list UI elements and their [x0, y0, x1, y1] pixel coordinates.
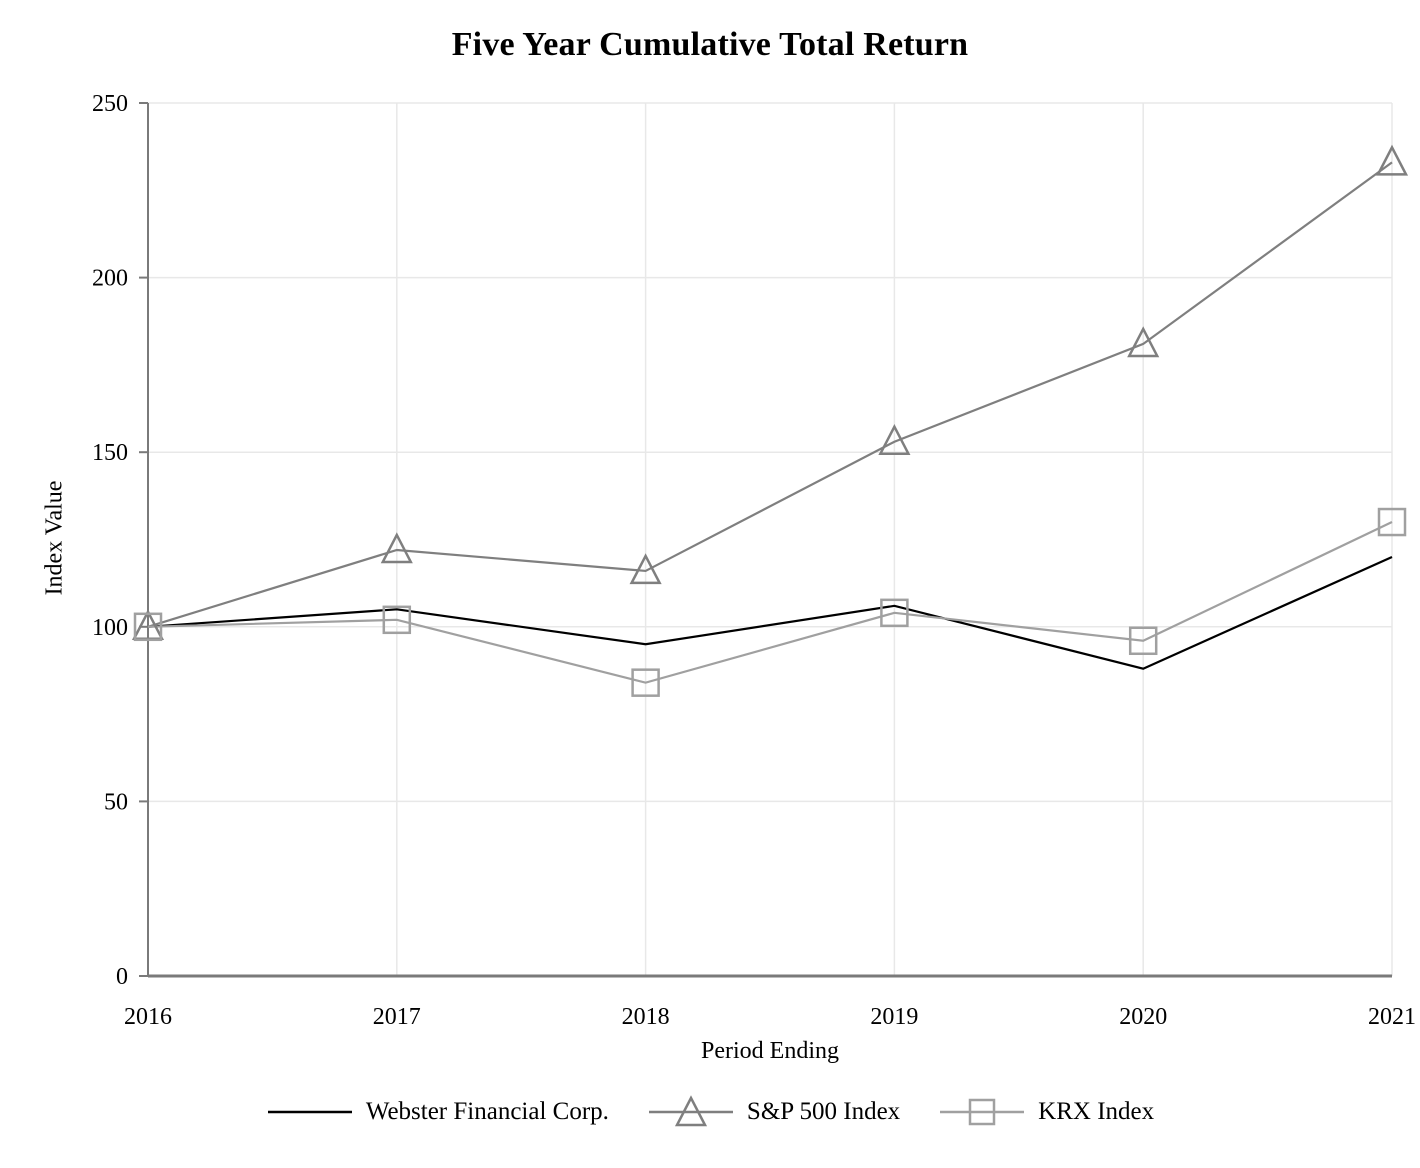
legend-swatch-triangle-icon — [648, 1095, 733, 1127]
marker-square-icon — [880, 598, 909, 628]
y-tick-label: 0 — [116, 964, 128, 990]
legend-label-krx: KRX Index — [1038, 1098, 1155, 1125]
x-axis-title: Period Ending — [701, 1038, 839, 1064]
marker-square-icon — [382, 605, 412, 635]
x-tick-label: 2017 — [373, 1004, 421, 1030]
series-line-krx-index — [147, 521, 1393, 684]
y-tick-label: 250 — [92, 91, 128, 117]
marker-square-icon — [1377, 507, 1407, 537]
marker-square-icon — [631, 668, 660, 697]
series-line-webster-financial-corp — [147, 555, 1393, 670]
marker-triangle-icon — [629, 553, 662, 585]
legend-swatch-line-icon — [267, 1110, 352, 1114]
x-tick-label: 2018 — [622, 1004, 670, 1030]
y-axis-title: Index Value — [41, 480, 68, 596]
y-tick-label: 150 — [92, 440, 128, 466]
y-tick-label: 100 — [92, 615, 128, 641]
x-tick-label: 2021 — [1368, 1004, 1416, 1030]
marker-triangle-icon — [1375, 144, 1409, 176]
legend-label-webster: Webster Financial Corp. — [365, 1098, 609, 1125]
series-line-s-p-500-index — [147, 161, 1393, 628]
x-tick-label: 2016 — [124, 1004, 172, 1030]
legend: Webster Financial Corp. S&P 500 Index KR… — [0, 1094, 1420, 1130]
legend-swatch-square-icon — [940, 1098, 1025, 1126]
x-tick-label: 2020 — [1119, 1004, 1167, 1030]
legend-item-sp500: S&P 500 Index — [647, 1094, 900, 1130]
legend-item-krx: KRX Index — [938, 1094, 1154, 1130]
y-tick-label: 50 — [104, 789, 128, 815]
marker-triangle-icon — [878, 424, 911, 455]
marker-triangle-icon — [1127, 326, 1160, 358]
marker-triangle-icon — [380, 532, 413, 564]
marker-square-icon — [1128, 626, 1158, 656]
legend-label-sp500: S&P 500 Index — [746, 1098, 901, 1125]
x-tick-label: 2019 — [870, 1004, 918, 1030]
chart-title: Five Year Cumulative Total Return — [451, 26, 969, 63]
y-tick-label: 200 — [92, 266, 128, 292]
legend-item-webster: Webster Financial Corp. — [266, 1094, 609, 1130]
marker-square-icon — [133, 612, 163, 642]
plot-area: 0 50 100 150 200 250 2016 2017 2018 2019 2020 2021 — [92, 91, 1416, 1030]
